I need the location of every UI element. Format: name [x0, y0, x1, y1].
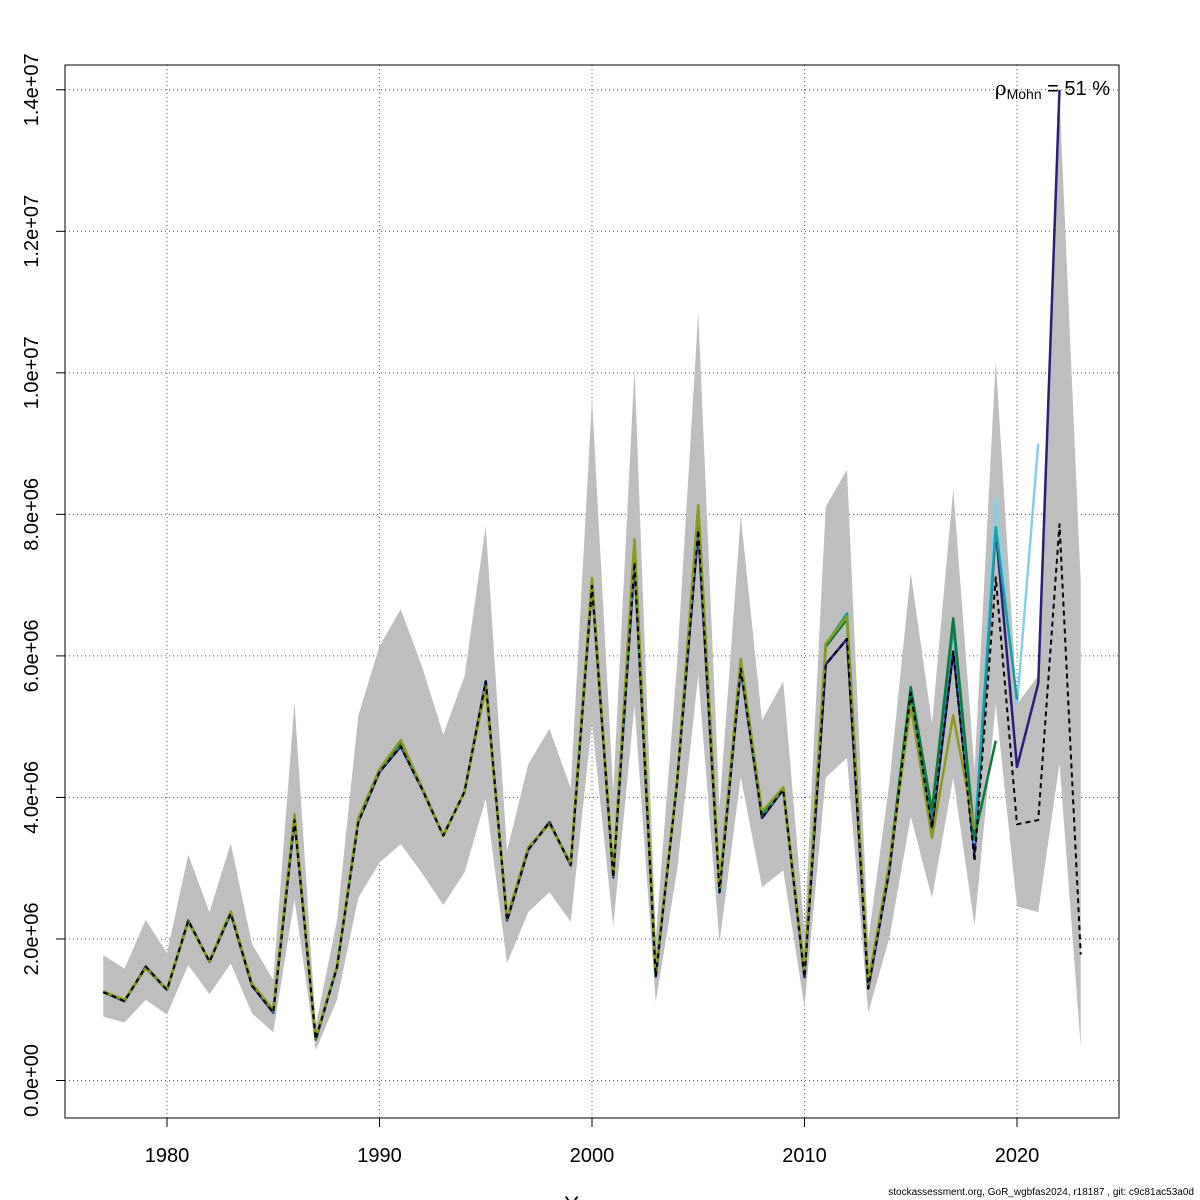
y-tick-label: 1.0e+07 [21, 336, 43, 409]
confidence-band-area [103, 96, 1081, 1051]
x-axis-title: Years [564, 1192, 619, 1200]
x-tick-label: 2010 [782, 1145, 827, 1167]
rho-symbol: ρ [995, 76, 1007, 100]
footer-credit: stockassessment.org, GoR_wgbfas2024, r18… [888, 1187, 1194, 1198]
y-tick-label: 4.0e+06 [21, 761, 43, 834]
x-tick-label: 2000 [570, 1145, 615, 1167]
y-tick-label: 0.0e+00 [21, 1044, 43, 1117]
series-lines [102, 89, 1082, 1041]
y-tick-label: 1.4e+07 [21, 53, 43, 126]
mohn-value: = 51 % [1042, 78, 1111, 100]
confidence-band [103, 96, 1081, 1051]
series-line-0 [102, 89, 1061, 1041]
y-tick-label: 2.0e+06 [21, 903, 43, 976]
mohn-annotation: ρMohn = 51 % [995, 76, 1110, 102]
x-tick-label: 2020 [995, 1145, 1040, 1167]
series-line-5 [102, 523, 1082, 1041]
y-tick-label: 8.0e+06 [21, 478, 43, 551]
y-tick-label: 6.0e+06 [21, 619, 43, 692]
x-tick-label: 1990 [357, 1145, 402, 1167]
mohn-subscript: Mohn [1007, 86, 1042, 102]
x-tick-label: 1980 [145, 1145, 190, 1167]
x-axis: 1980 1990 2000 2010 2020 [145, 1118, 1040, 1167]
y-tick-label: 1.2e+07 [21, 195, 43, 268]
y-axis: 0.0e+00 2.0e+06 4.0e+06 6.0e+06 8.0e+06 1.0e+… [21, 53, 65, 1117]
